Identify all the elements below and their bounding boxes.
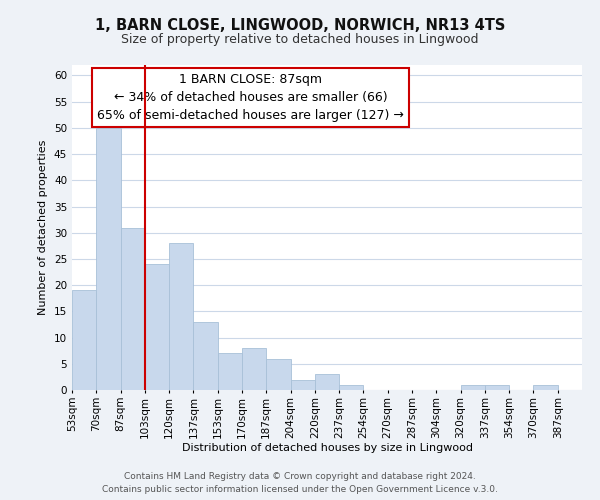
- Bar: [169, 243, 193, 390]
- Bar: [145, 264, 169, 390]
- Bar: [339, 385, 364, 390]
- Bar: [485, 385, 509, 390]
- Bar: [461, 385, 485, 390]
- Bar: [72, 290, 96, 390]
- Text: Contains public sector information licensed under the Open Government Licence v.: Contains public sector information licen…: [102, 484, 498, 494]
- Bar: [242, 348, 266, 390]
- Y-axis label: Number of detached properties: Number of detached properties: [38, 140, 49, 315]
- Text: 1, BARN CLOSE, LINGWOOD, NORWICH, NR13 4TS: 1, BARN CLOSE, LINGWOOD, NORWICH, NR13 4…: [95, 18, 505, 32]
- Text: Size of property relative to detached houses in Lingwood: Size of property relative to detached ho…: [121, 32, 479, 46]
- Bar: [290, 380, 315, 390]
- Bar: [315, 374, 339, 390]
- Bar: [218, 354, 242, 390]
- X-axis label: Distribution of detached houses by size in Lingwood: Distribution of detached houses by size …: [182, 443, 473, 453]
- Bar: [96, 128, 121, 390]
- Bar: [193, 322, 218, 390]
- Text: 1 BARN CLOSE: 87sqm
← 34% of detached houses are smaller (66)
65% of semi-detach: 1 BARN CLOSE: 87sqm ← 34% of detached ho…: [97, 73, 404, 122]
- Bar: [121, 228, 145, 390]
- Bar: [266, 358, 290, 390]
- Text: Contains HM Land Registry data © Crown copyright and database right 2024.: Contains HM Land Registry data © Crown c…: [124, 472, 476, 481]
- Bar: [533, 385, 558, 390]
